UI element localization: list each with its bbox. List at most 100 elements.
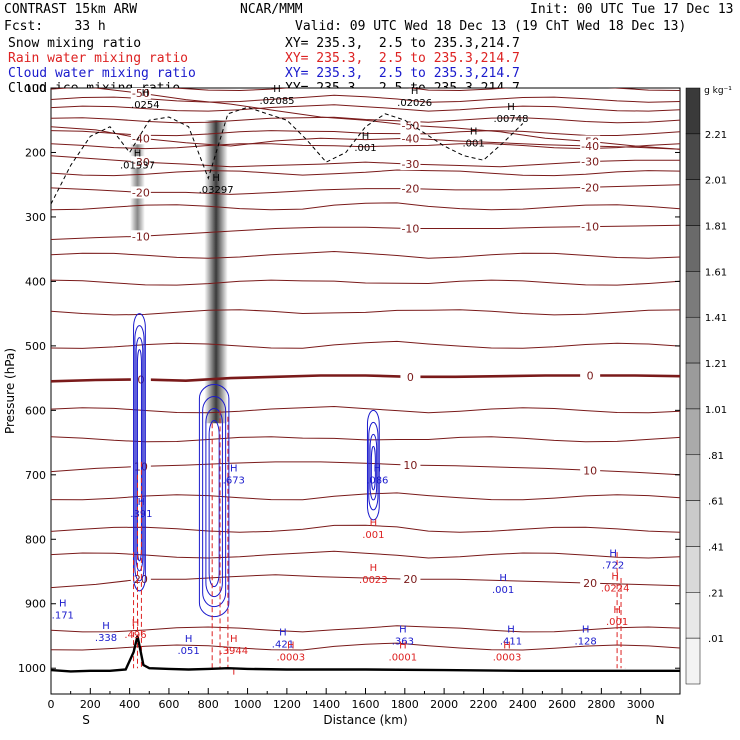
isotherm-labeled-line	[51, 155, 680, 168]
isotherm-label-bg	[400, 158, 421, 171]
snow-shading-column	[204, 120, 228, 424]
isotherm-line	[51, 492, 680, 501]
maximum-value: .02085	[260, 96, 295, 107]
x-tick-label: 1200	[273, 698, 301, 711]
field-rain-name: Rain water mixing ratio	[8, 51, 189, 66]
chart-title: CONTRAST 15km ARW	[4, 2, 138, 17]
colorbar-swatch	[685, 271, 701, 318]
maximum-marker: H	[59, 599, 67, 610]
maximum-marker: H	[470, 127, 478, 138]
x-tick-label: 1000	[234, 698, 262, 711]
isotherm-label-bg	[130, 88, 151, 100]
colorbar-label: .41	[708, 542, 724, 553]
x-tick-label: 400	[119, 698, 140, 711]
maximum-marker: H	[134, 149, 142, 160]
cloud-water-contour	[135, 337, 144, 572]
isotherm-line	[51, 250, 680, 259]
colorbar-swatch	[685, 637, 701, 685]
isotherm-label-bg	[580, 181, 601, 194]
isotherm-label: -50	[132, 87, 150, 100]
maximum-value: .128	[575, 636, 597, 647]
isotherm-label-bg	[580, 577, 601, 590]
maximum-value: .673	[223, 475, 245, 486]
isotherm-labeled-line	[51, 224, 680, 240]
init-time: Init: 00 UTC Tue 17 Dec 13	[530, 2, 734, 17]
isotherm-line	[51, 202, 680, 211]
maximum-value: .051	[177, 646, 199, 657]
isotherm-label-bg	[400, 182, 421, 195]
isotherm-line	[51, 405, 680, 414]
isotherm-label-bg	[580, 369, 601, 382]
maximum-marker: H	[370, 518, 378, 529]
maximum-value: .338	[95, 633, 117, 644]
maximum-marker: H	[611, 572, 619, 583]
isotherm-line	[51, 130, 680, 137]
x-tick-label: 2200	[469, 698, 497, 711]
isotherm-line	[51, 169, 680, 177]
y-tick-label: 700	[25, 469, 46, 482]
maximum-value: .0003	[493, 653, 522, 664]
isotherm-label-bg	[130, 230, 151, 243]
colorbar-swatch	[685, 500, 701, 547]
colorbar-label: 1.01	[705, 405, 727, 416]
isotherm-label: -30	[401, 158, 419, 171]
maximum-value: .01537	[120, 161, 155, 172]
maximum-value: .0224	[601, 584, 630, 595]
y-tick-label: 500	[25, 340, 46, 353]
y-tick-label: 100	[25, 82, 46, 95]
x-tick-label: 600	[158, 698, 179, 711]
x-tick-label: 2000	[430, 698, 458, 711]
isotherm-label: -30	[581, 155, 599, 168]
maximum-marker: H	[499, 573, 507, 584]
colorbar-label: 2.01	[705, 176, 727, 187]
maximum-value: .001	[606, 617, 628, 628]
x-tick-label: 3000	[627, 698, 655, 711]
maximum-marker: H	[185, 634, 193, 645]
maximum-marker: H	[609, 548, 617, 559]
isotherm-label: -30	[132, 156, 150, 169]
colorbar-swatch	[685, 546, 701, 593]
isotherm-label: -40	[581, 140, 599, 153]
forecast-hour: Fcst: 33 h	[4, 19, 106, 34]
colorbar-label: .21	[708, 588, 724, 599]
valid-time: Valid: 09 UTC Wed 18 Dec 13 (19 ChT Wed …	[295, 19, 687, 34]
isotherm-line	[51, 143, 680, 150]
x-tick-label: 1400	[312, 698, 340, 711]
maximum-marker: H	[613, 605, 621, 616]
colorbar-swatch	[685, 454, 701, 501]
x-end-label-left: S	[82, 713, 90, 727]
colorbar-label: .81	[708, 451, 724, 462]
maximum-marker: H	[273, 84, 281, 95]
isotherm-label: -20	[401, 183, 419, 196]
maximum-value: .00748	[493, 114, 528, 125]
maximum-value: .496	[124, 630, 146, 641]
isotherm-labeled-line	[51, 374, 680, 383]
isotherm-labeled-line	[51, 184, 680, 195]
colorbar-unit: g kg⁻¹	[704, 86, 732, 96]
maximum-marker: H	[374, 463, 382, 474]
colorbar-label: 1.61	[705, 267, 727, 278]
colorbar-swatch	[685, 316, 701, 364]
y-tick-label: 600	[25, 404, 46, 417]
isotherm-line	[51, 279, 680, 286]
isotherm-label-bg	[130, 132, 151, 145]
isotherm-label: -20	[581, 181, 599, 194]
y-tick-label: 1000	[18, 662, 46, 675]
x-tick-label: 1600	[352, 698, 380, 711]
isotherm-label-bg	[400, 459, 421, 472]
x-end-label-right: N	[656, 713, 665, 727]
isotherm-label-bg	[130, 186, 151, 199]
y-tick-label: 900	[25, 598, 46, 611]
x-tick-label: 0	[48, 698, 55, 711]
y-tick-label: 400	[25, 275, 46, 288]
isotherm-label: 20	[583, 577, 597, 590]
isotherm-label: -40	[401, 132, 419, 145]
maximum-value: .0023	[359, 575, 388, 586]
isotherm-line	[51, 340, 680, 349]
field-snow-name: Snow mixing ratio	[8, 36, 142, 51]
isotherm-labeled-line	[51, 461, 680, 476]
isotherm-line	[51, 116, 680, 124]
cloud-water-contour	[208, 420, 220, 588]
colorbar-swatch	[685, 133, 701, 180]
